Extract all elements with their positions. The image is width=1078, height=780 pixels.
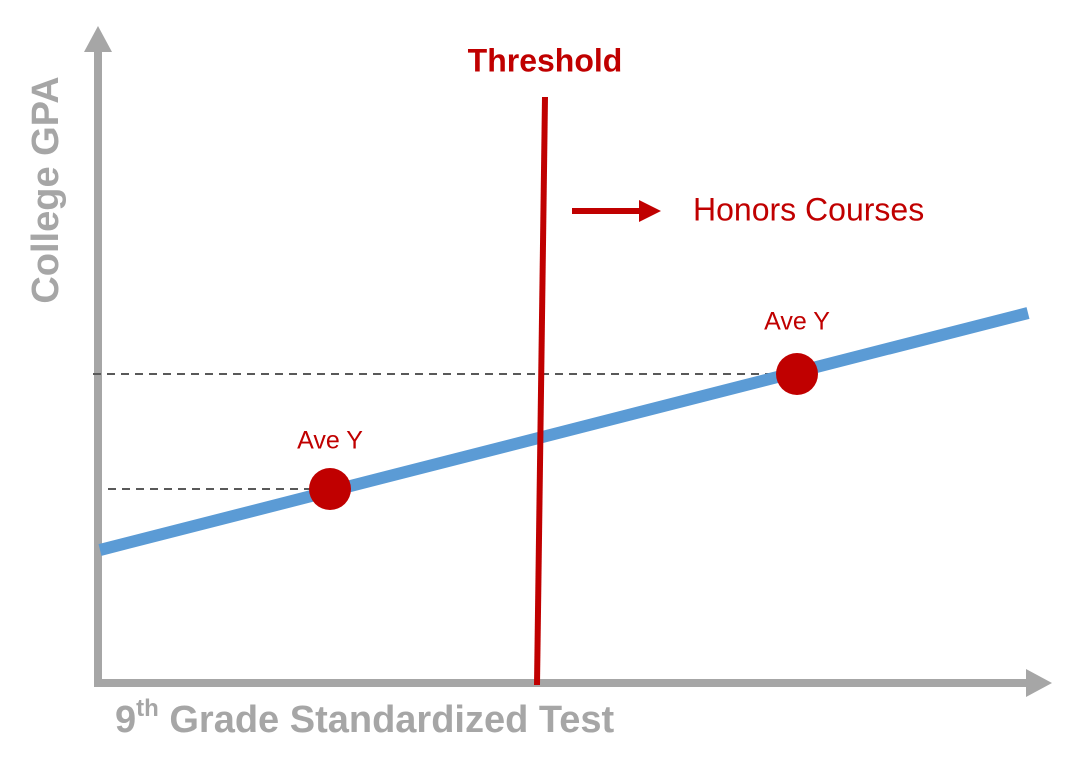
point-label: Ave Y [297,427,363,455]
y-axis-label: College GPA [25,76,67,303]
x-axis-label-part: 9 [115,699,136,741]
threshold-line [534,96,548,686]
point [309,468,351,510]
point [776,353,818,395]
honors-label: Honors Courses [693,191,924,227]
threshold-label: Threshold [468,42,623,78]
x-axis-label-sup: th [136,695,159,722]
x-axis-label: 9th Grade Standardized Test [115,695,615,741]
x-axis-label-part: Grade Standardized Test [159,699,615,741]
x-axis-arrow [1026,669,1052,697]
point-label: Ave Y [764,308,830,336]
trend-line [98,307,1030,556]
honors-arrow-head [639,200,661,222]
y-axis-arrow [84,26,112,52]
